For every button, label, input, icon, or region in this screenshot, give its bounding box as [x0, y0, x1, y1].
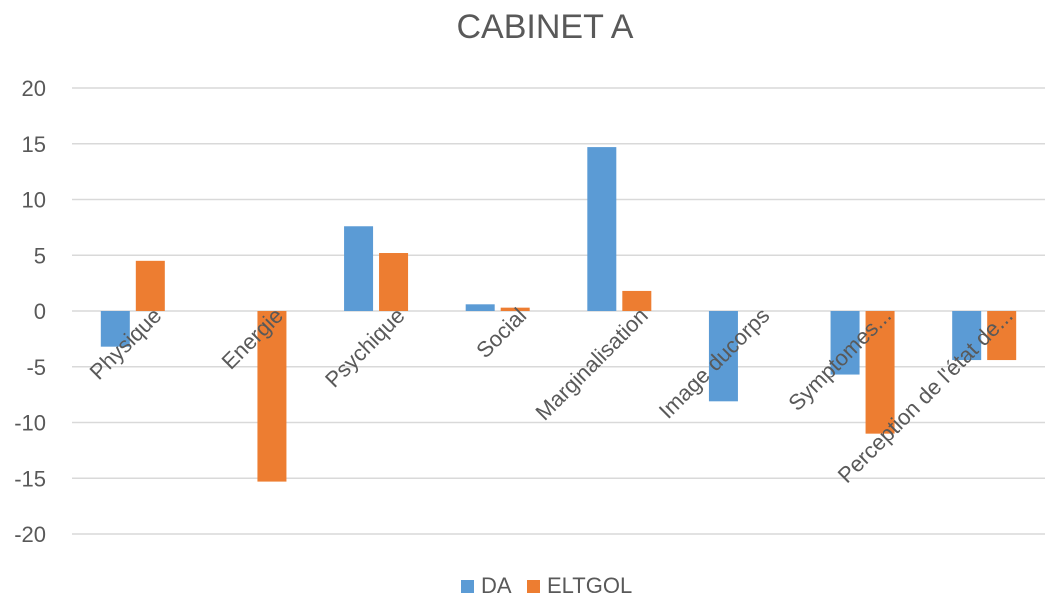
bars — [100, 147, 1017, 482]
bar-da-8 — [952, 311, 982, 361]
y-tick-label: 15 — [22, 132, 46, 157]
y-tick-label: 0 — [34, 299, 46, 324]
category-label: Marginalisation — [531, 303, 653, 425]
gridlines — [72, 87, 1045, 535]
y-tick-label: -20 — [14, 522, 46, 547]
bar-eltgol-1 — [135, 260, 165, 311]
y-tick-label: -15 — [14, 466, 46, 491]
legend-swatch-da — [461, 580, 474, 593]
bar-da-5 — [587, 147, 617, 311]
bar-eltgol-4 — [500, 307, 530, 311]
y-tick-label: 10 — [22, 188, 46, 213]
y-axis-ticks: 20 15 10 5 0 -5 -10 -15 -20 — [14, 76, 46, 547]
category-label: Psychique — [320, 303, 409, 392]
bar-eltgol-3 — [379, 253, 409, 311]
bar-eltgol-7 — [865, 311, 895, 434]
bar-da-1 — [100, 311, 130, 347]
category-label: Social — [471, 303, 531, 363]
y-tick-label: -10 — [14, 411, 46, 436]
bar-da-7 — [830, 311, 860, 375]
bar-da-3 — [344, 226, 374, 311]
bar-da-4 — [465, 304, 495, 311]
bar-eltgol-2 — [257, 311, 287, 482]
bar-da-6 — [708, 311, 738, 402]
legend-swatch-eltgol — [527, 580, 540, 593]
legend: DA ELTGOL — [461, 573, 632, 598]
bar-eltgol-5 — [622, 290, 652, 311]
y-tick-label: 20 — [22, 76, 46, 101]
chart-title: CABINET A — [457, 8, 634, 46]
legend-label: DA — [481, 573, 512, 598]
y-tick-label: -5 — [26, 355, 46, 380]
bar-eltgol-8 — [987, 311, 1017, 361]
legend-label: ELTGOL — [547, 573, 632, 598]
y-tick-label: 5 — [34, 243, 46, 268]
